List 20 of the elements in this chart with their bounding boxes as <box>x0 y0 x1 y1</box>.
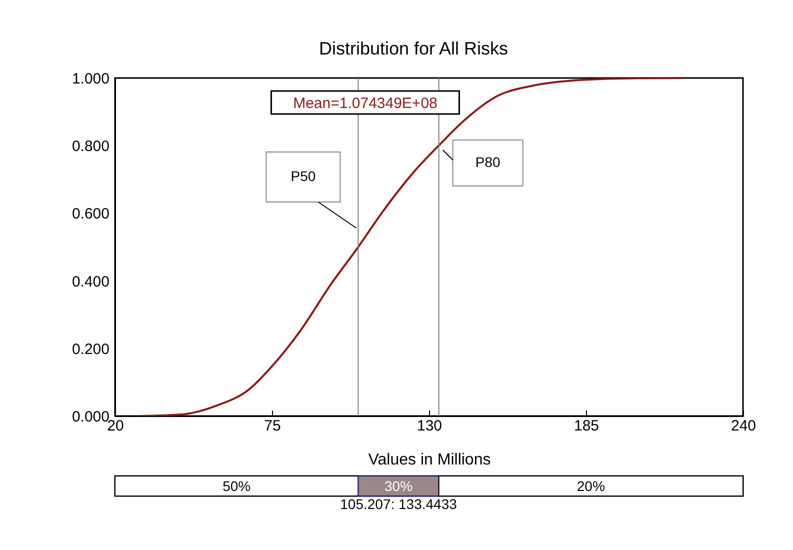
annotation: Mean=1.074349E+08 <box>293 95 438 112</box>
y-tick-label: 0.000 <box>72 408 110 426</box>
ref-line-label: P80 <box>475 154 500 170</box>
y-tick-label: 1.000 <box>72 70 110 88</box>
ref-line-label: P50 <box>290 168 316 184</box>
y-tick-label: 0.600 <box>72 206 110 223</box>
text: 105.207: 133.4433 <box>340 496 458 512</box>
text: 30% <box>384 478 413 494</box>
x-tick-label: 75 <box>264 418 281 434</box>
text: 50% <box>222 478 251 494</box>
line-series <box>138 78 684 416</box>
text: 20% <box>576 478 605 494</box>
y-tick-label: 0.400 <box>72 273 110 290</box>
chart-title: Distribution for All Risks <box>318 38 508 58</box>
y-tick-label: 0.800 <box>72 138 110 156</box>
x-tick-label: 130 <box>416 418 442 434</box>
x-axis-title: Values in Millions <box>368 452 491 468</box>
y-tick-label: 0.200 <box>72 340 110 358</box>
x-tick-label: 185 <box>574 418 600 434</box>
x-tick-label: 240 <box>730 418 756 434</box>
